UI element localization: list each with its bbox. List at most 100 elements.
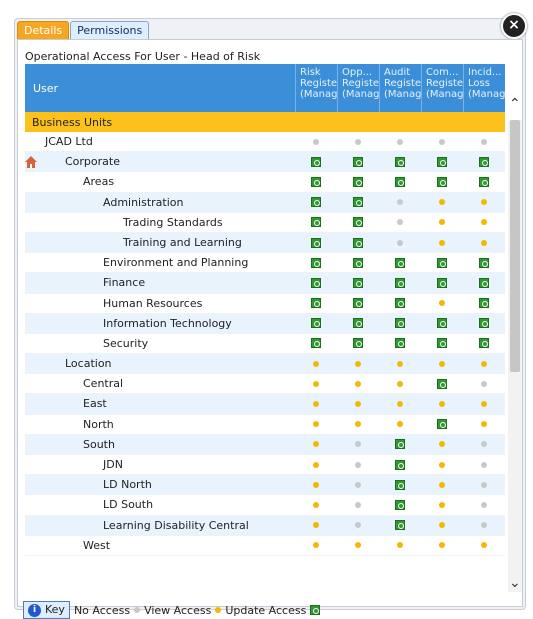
tree-row[interactable]: West: [25, 536, 505, 556]
tree-row[interactable]: Corporate: [25, 152, 505, 173]
access-cell[interactable]: [421, 475, 463, 494]
access-cell[interactable]: [463, 415, 505, 434]
access-cell[interactable]: [295, 294, 337, 313]
access-cell[interactable]: [463, 233, 505, 252]
tree-row[interactable]: Finance: [25, 273, 505, 294]
key-button[interactable]: i Key: [23, 601, 70, 619]
access-cell[interactable]: [379, 213, 421, 232]
access-cell[interactable]: [337, 213, 379, 232]
access-cell[interactable]: [295, 455, 337, 474]
access-cell[interactable]: [463, 435, 505, 454]
access-cell[interactable]: [337, 152, 379, 171]
access-cell[interactable]: [463, 172, 505, 191]
access-cell[interactable]: [379, 536, 421, 555]
tree-row[interactable]: Administration: [25, 192, 505, 213]
tree-row[interactable]: Human Resources: [25, 294, 505, 314]
access-cell[interactable]: [295, 354, 337, 373]
tree-row[interactable]: Central: [25, 374, 505, 395]
access-cell[interactable]: [379, 172, 421, 191]
access-cell[interactable]: [421, 495, 463, 514]
tree-row[interactable]: Security: [25, 334, 505, 355]
access-cell[interactable]: [421, 294, 463, 313]
access-cell[interactable]: [379, 354, 421, 373]
access-cell[interactable]: [421, 334, 463, 353]
access-cell[interactable]: [421, 152, 463, 171]
access-cell[interactable]: [463, 193, 505, 212]
access-cell[interactable]: [337, 455, 379, 474]
access-cell[interactable]: [421, 273, 463, 292]
access-cell[interactable]: [463, 273, 505, 292]
access-cell[interactable]: [463, 152, 505, 171]
column-header-audit[interactable]: Audit Registe (Manag: [379, 64, 421, 112]
tab-details[interactable]: Details: [17, 21, 70, 39]
access-cell[interactable]: [337, 394, 379, 413]
access-cell[interactable]: [463, 334, 505, 353]
access-cell[interactable]: [463, 394, 505, 413]
access-cell[interactable]: [295, 374, 337, 393]
access-cell[interactable]: [337, 495, 379, 514]
access-cell[interactable]: [295, 415, 337, 434]
access-cell[interactable]: [463, 475, 505, 494]
tree-row[interactable]: LD North: [25, 475, 505, 496]
tree-row[interactable]: North: [25, 415, 505, 435]
access-cell[interactable]: [421, 213, 463, 232]
tree-row[interactable]: Environment and Planning: [25, 253, 505, 274]
access-cell[interactable]: [463, 213, 505, 232]
access-cell[interactable]: [421, 415, 463, 434]
column-header-opportunity[interactable]: Opp... Registe (Manag: [337, 64, 379, 112]
access-cell[interactable]: [379, 314, 421, 333]
access-cell[interactable]: [295, 213, 337, 232]
access-cell[interactable]: [421, 394, 463, 413]
access-cell[interactable]: [463, 132, 505, 151]
access-cell[interactable]: [337, 253, 379, 272]
access-cell[interactable]: [421, 253, 463, 272]
access-cell[interactable]: [421, 374, 463, 393]
access-cell[interactable]: [463, 536, 505, 555]
access-cell[interactable]: [337, 172, 379, 191]
access-cell[interactable]: [337, 294, 379, 313]
access-cell[interactable]: [337, 516, 379, 535]
access-cell[interactable]: [379, 132, 421, 151]
access-cell[interactable]: [337, 536, 379, 555]
scrollbar[interactable]: [508, 120, 522, 592]
tree-row[interactable]: Information Technology: [25, 313, 505, 334]
access-cell[interactable]: [295, 172, 337, 191]
access-cell[interactable]: [421, 314, 463, 333]
access-cell[interactable]: [337, 435, 379, 454]
access-cell[interactable]: [379, 435, 421, 454]
access-cell[interactable]: [337, 132, 379, 151]
column-header-risk[interactable]: Risk Registe (Manag: [295, 64, 337, 112]
access-cell[interactable]: [379, 273, 421, 292]
access-cell[interactable]: [295, 475, 337, 494]
access-cell[interactable]: [337, 233, 379, 252]
access-cell[interactable]: [337, 334, 379, 353]
access-cell[interactable]: [379, 475, 421, 494]
access-cell[interactable]: [421, 536, 463, 555]
access-cell[interactable]: [337, 374, 379, 393]
column-header-compliance[interactable]: Com... Registe (Manag: [421, 64, 463, 112]
tree-row[interactable]: Trading Standards: [25, 213, 505, 233]
access-cell[interactable]: [295, 233, 337, 252]
access-cell[interactable]: [379, 152, 421, 171]
access-cell[interactable]: [379, 193, 421, 212]
access-cell[interactable]: [337, 415, 379, 434]
access-cell[interactable]: [463, 294, 505, 313]
tree-row[interactable]: Areas: [25, 172, 505, 193]
access-cell[interactable]: [421, 455, 463, 474]
access-cell[interactable]: [421, 435, 463, 454]
column-header-incident[interactable]: Incid... Loss (Manag: [463, 64, 505, 112]
access-cell[interactable]: [337, 475, 379, 494]
access-cell[interactable]: [379, 394, 421, 413]
scroll-down-arrow[interactable]: ⌄: [509, 575, 521, 591]
access-cell[interactable]: [463, 374, 505, 393]
access-cell[interactable]: [295, 536, 337, 555]
access-cell[interactable]: [379, 334, 421, 353]
access-cell[interactable]: [295, 495, 337, 514]
close-button[interactable]: ×: [501, 13, 527, 39]
access-cell[interactable]: [421, 354, 463, 373]
access-cell[interactable]: [463, 354, 505, 373]
access-cell[interactable]: [463, 455, 505, 474]
access-cell[interactable]: [337, 314, 379, 333]
access-cell[interactable]: [463, 253, 505, 272]
access-cell[interactable]: [295, 253, 337, 272]
